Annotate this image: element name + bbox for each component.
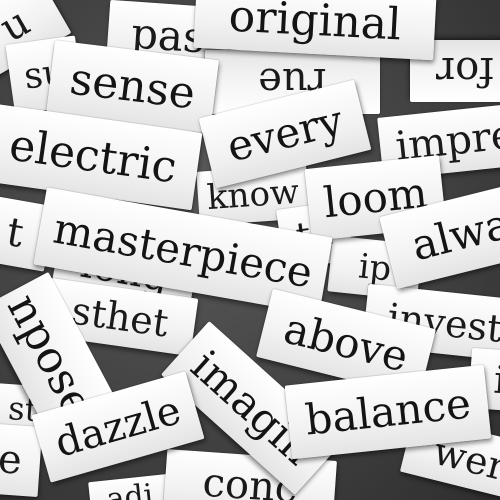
word-text: for [436, 48, 495, 94]
word-text: every [222, 95, 348, 172]
word-text: balance [302, 378, 473, 445]
word-text: sense [67, 53, 198, 120]
word-text: alwa [406, 198, 500, 271]
word-text: ip [356, 246, 394, 290]
word-text: e [0, 436, 24, 484]
word-text: adi [104, 477, 155, 500]
word-text: sthet [68, 288, 172, 346]
word-text: electric [6, 119, 180, 194]
word-text: above [279, 303, 414, 382]
word-tile-adi: adi [88, 473, 172, 500]
word-text: i [492, 357, 500, 403]
word-text: t [3, 208, 27, 258]
word-text: original [227, 0, 403, 51]
